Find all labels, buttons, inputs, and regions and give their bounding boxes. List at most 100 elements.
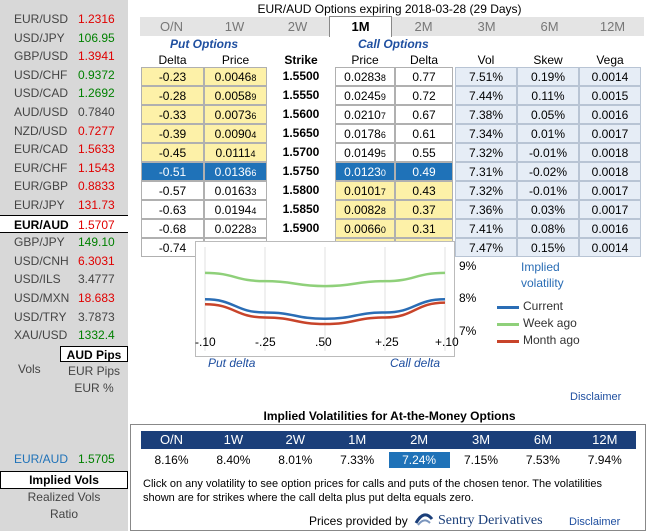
atm-vol-value[interactable]: 7.53%	[525, 453, 560, 467]
tab-12m[interactable]: 12M	[599, 19, 626, 34]
tab-2m[interactable]: 2M	[414, 19, 433, 34]
y-tick-8: 8%	[459, 291, 477, 305]
currency-pair-row[interactable]: USD/ILS 3.4777	[0, 270, 128, 288]
tab-2w[interactable]: 2W	[287, 19, 308, 34]
currency-pair-panel	[0, 0, 128, 531]
strike-cell: 1.5850	[282, 202, 320, 216]
vega-cell: 0.0014	[579, 67, 641, 86]
call-price-cell[interactable]: 0.01230	[335, 162, 395, 181]
vega-cell: 0.0017	[579, 181, 641, 200]
call-price-cell[interactable]: 0.02838	[335, 67, 395, 86]
currency-pair-row[interactable]: GBP/USD 1.3941	[0, 47, 128, 65]
atm-panel: O/N 1W 2W 1M 2M 3M 6M 12M 8.16% 8.40% 8.01% 7.33% 7…	[130, 424, 646, 531]
put-delta-cell: -0.68	[141, 219, 204, 238]
call-price-cell[interactable]: 0.00660	[335, 219, 395, 238]
eur-pips-option[interactable]: EUR Pips	[67, 364, 120, 378]
put-delta-cell: -0.57	[141, 181, 204, 200]
currency-pair-row[interactable]: USD/JPY 106.95	[0, 29, 128, 47]
ratio-option[interactable]: Ratio	[49, 507, 78, 521]
vols-label: Vols	[18, 362, 41, 376]
put-price-cell[interactable]: 0.00904	[204, 124, 267, 143]
vol-cell[interactable]: 7.41%	[455, 219, 517, 238]
vol-cell[interactable]: 7.34%	[455, 124, 517, 143]
put-price-cell-pip: 6	[251, 111, 257, 121]
vol-header: Vol	[477, 53, 495, 67]
put-price-cell[interactable]: 0.00468	[204, 67, 267, 86]
vol-cell[interactable]: 7.38%	[455, 105, 517, 124]
atm-vol-value[interactable]: 7.24%	[388, 452, 450, 468]
atm-note: Click on any volatility to see option pr…	[143, 478, 602, 504]
currency-pair-row[interactable]: EUR/AUD 1.5707	[0, 214, 128, 233]
series-line-current	[204, 298, 446, 321]
skew-cell: 0.08%	[517, 219, 579, 238]
currency-pair-row[interactable]: USD/CAD 1.2692	[0, 84, 128, 102]
pair-rate: 0.9372	[78, 67, 115, 82]
call-price-cell[interactable]: 0.01495	[335, 143, 395, 162]
call-price-cell[interactable]: 0.02459	[335, 86, 395, 105]
currency-pair-row[interactable]: EUR/CAD 1.5633	[0, 140, 128, 158]
vol-cell[interactable]: 7.32%	[455, 143, 517, 162]
atm-tenor-3m: 3M	[471, 432, 491, 447]
vol-cell[interactable]: 7.32%	[455, 181, 517, 200]
put-price-cell-pip: 3	[251, 225, 257, 235]
currency-pair-row[interactable]: NZD/USD 0.7277	[0, 122, 128, 140]
currency-pair-row[interactable]: EUR/JPY 131.73	[0, 196, 128, 214]
currency-pair-row[interactable]: XAU/USD 1332.4	[0, 326, 128, 344]
currency-pair-row[interactable]: USD/CNH 6.3031	[0, 252, 128, 270]
tab-on[interactable]: O/N	[159, 19, 184, 34]
currency-pair-row[interactable]: AUD/USD 0.7840	[0, 103, 128, 121]
vol-cell[interactable]: 7.47%	[455, 238, 517, 257]
call-price-cell[interactable]: 0.02107	[335, 105, 395, 124]
call-price-cell[interactable]: 0.01786	[335, 124, 395, 143]
atm-vol-value[interactable]: 8.01%	[278, 453, 313, 467]
eur-percent-option[interactable]: EUR %	[74, 381, 114, 395]
aud-pips-option[interactable]: AUD Pips	[60, 346, 128, 362]
currency-pair-row[interactable]: GBP/JPY 149.10	[0, 233, 128, 251]
tab-1m[interactable]: 1M	[329, 16, 392, 37]
atm-vol-value[interactable]: 8.40%	[216, 453, 251, 467]
pair-name: EUR/CHF	[14, 160, 68, 175]
call-price-cell[interactable]: 0.01017	[335, 181, 395, 200]
put-price-cell[interactable]: 0.00589	[204, 86, 267, 105]
vol-cell[interactable]: 7.44%	[455, 86, 517, 105]
currency-pair-row[interactable]: USD/MXN 18.683	[0, 289, 128, 307]
atm-title: Implied Volatilities for At-the-Money Op…	[263, 409, 516, 423]
put-price-cell[interactable]: 0.00736	[204, 105, 267, 124]
atm-disclaimer-link[interactable]: Disclaimer	[569, 516, 621, 528]
atm-vol-value[interactable]: 7.33%	[340, 453, 375, 467]
y-tick-7: 7%	[459, 324, 477, 338]
put-price-cell[interactable]: 0.01633	[204, 181, 267, 200]
currency-pair-row[interactable]: EUR/GBP 0.8833	[0, 177, 128, 195]
atm-vol-value[interactable]: 7.15%	[463, 453, 499, 467]
tab-6m[interactable]: 6M	[540, 19, 559, 34]
currency-pair-row[interactable]: USD/TRY 3.7873	[0, 308, 128, 326]
vol-cell[interactable]: 7.36%	[455, 200, 517, 219]
implied-vols-option[interactable]: Implied Vols	[0, 471, 128, 489]
put-options-header: Put Options	[170, 37, 238, 51]
pair-name: USD/MXN	[14, 291, 70, 305]
put-price-cell[interactable]: 0.01944	[204, 200, 267, 219]
pair-rate: 131.73	[78, 198, 115, 212]
put-price-cell[interactable]: 0.01366	[204, 162, 267, 181]
tab-3m[interactable]: 3M	[477, 19, 496, 34]
atm-vol-value[interactable]: 8.16%	[154, 453, 189, 467]
currency-pair-row[interactable]: EUR/CHF 1.1543	[0, 159, 128, 177]
put-price-cell[interactable]: 0.02283	[204, 219, 267, 238]
atm-vol-value[interactable]: 7.94%	[587, 453, 622, 467]
pair-rate: 1.5633	[78, 142, 115, 157]
strike-cell: 1.5800	[282, 183, 320, 197]
currency-pair-row[interactable]: EUR/USD 1.2316	[0, 10, 128, 28]
call-price-cell-pip: 0	[380, 225, 386, 235]
atm-tenor-2w: 2W	[285, 432, 306, 447]
currency-pair-row[interactable]: USD/CHF 0.9372	[0, 66, 128, 84]
disclaimer-link[interactable]: Disclaimer	[570, 391, 622, 403]
tab-1w[interactable]: 1W	[224, 19, 245, 34]
vol-cell[interactable]: 7.51%	[455, 67, 517, 86]
sentry-logo-icon	[414, 513, 434, 526]
call-price-cell[interactable]: 0.00828	[335, 200, 395, 219]
call-delta-cell: 0.61	[395, 124, 453, 143]
realized-vols-option[interactable]: Realized Vols	[27, 490, 101, 504]
vol-cell[interactable]: 7.31%	[455, 162, 517, 181]
put-price-cell[interactable]: 0.01114	[204, 143, 267, 162]
pair-rate: 18.683	[78, 291, 115, 305]
